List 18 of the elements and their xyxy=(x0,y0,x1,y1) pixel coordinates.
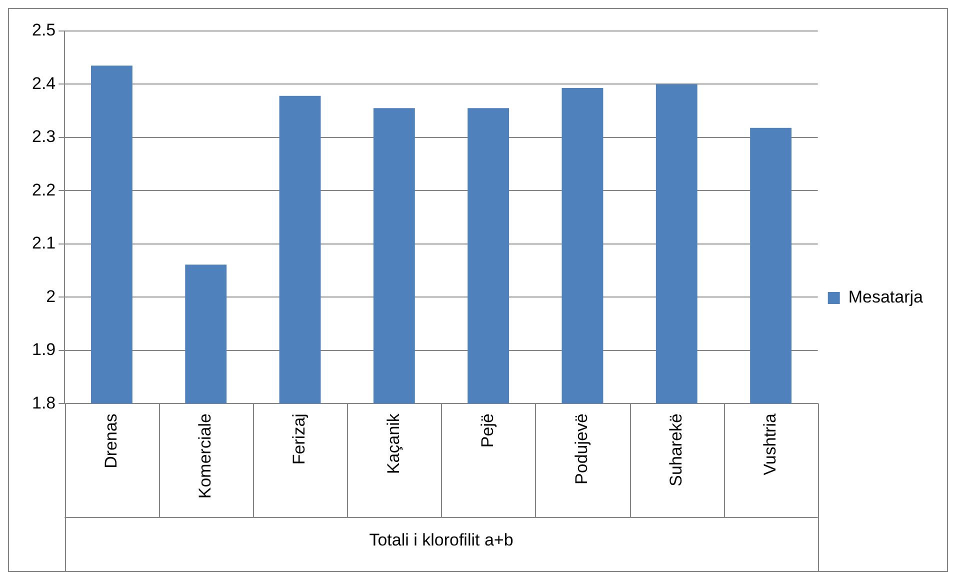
x-tick-label: Kaçanik xyxy=(384,413,403,474)
x-tick-label: Vushtria xyxy=(760,413,780,476)
y-tick-label: 1.8 xyxy=(32,393,56,412)
x-tick-label: Suharekë xyxy=(666,414,686,486)
x-tick-label: Pejë xyxy=(478,414,498,448)
x-tick-label: Ferizaj xyxy=(290,414,309,465)
x-tick-label: Drenas xyxy=(101,414,120,468)
y-tick-label: 2.5 xyxy=(32,20,56,40)
y-tick-label: 2.2 xyxy=(32,180,56,200)
x-axis-title: Totali i klorofilit a+b xyxy=(369,530,514,550)
x-tick-label: Podujevë xyxy=(572,414,592,484)
y-tick-label: 2.4 xyxy=(32,74,56,93)
legend-label: Mesatarja xyxy=(848,288,924,307)
x-tick-label: Komerciale xyxy=(196,414,215,499)
y-tick-label: 1.9 xyxy=(32,340,56,360)
y-tick-label: 2.3 xyxy=(32,127,56,146)
y-tick-label: 2.1 xyxy=(32,234,56,253)
y-tick-label: 2 xyxy=(46,286,56,306)
